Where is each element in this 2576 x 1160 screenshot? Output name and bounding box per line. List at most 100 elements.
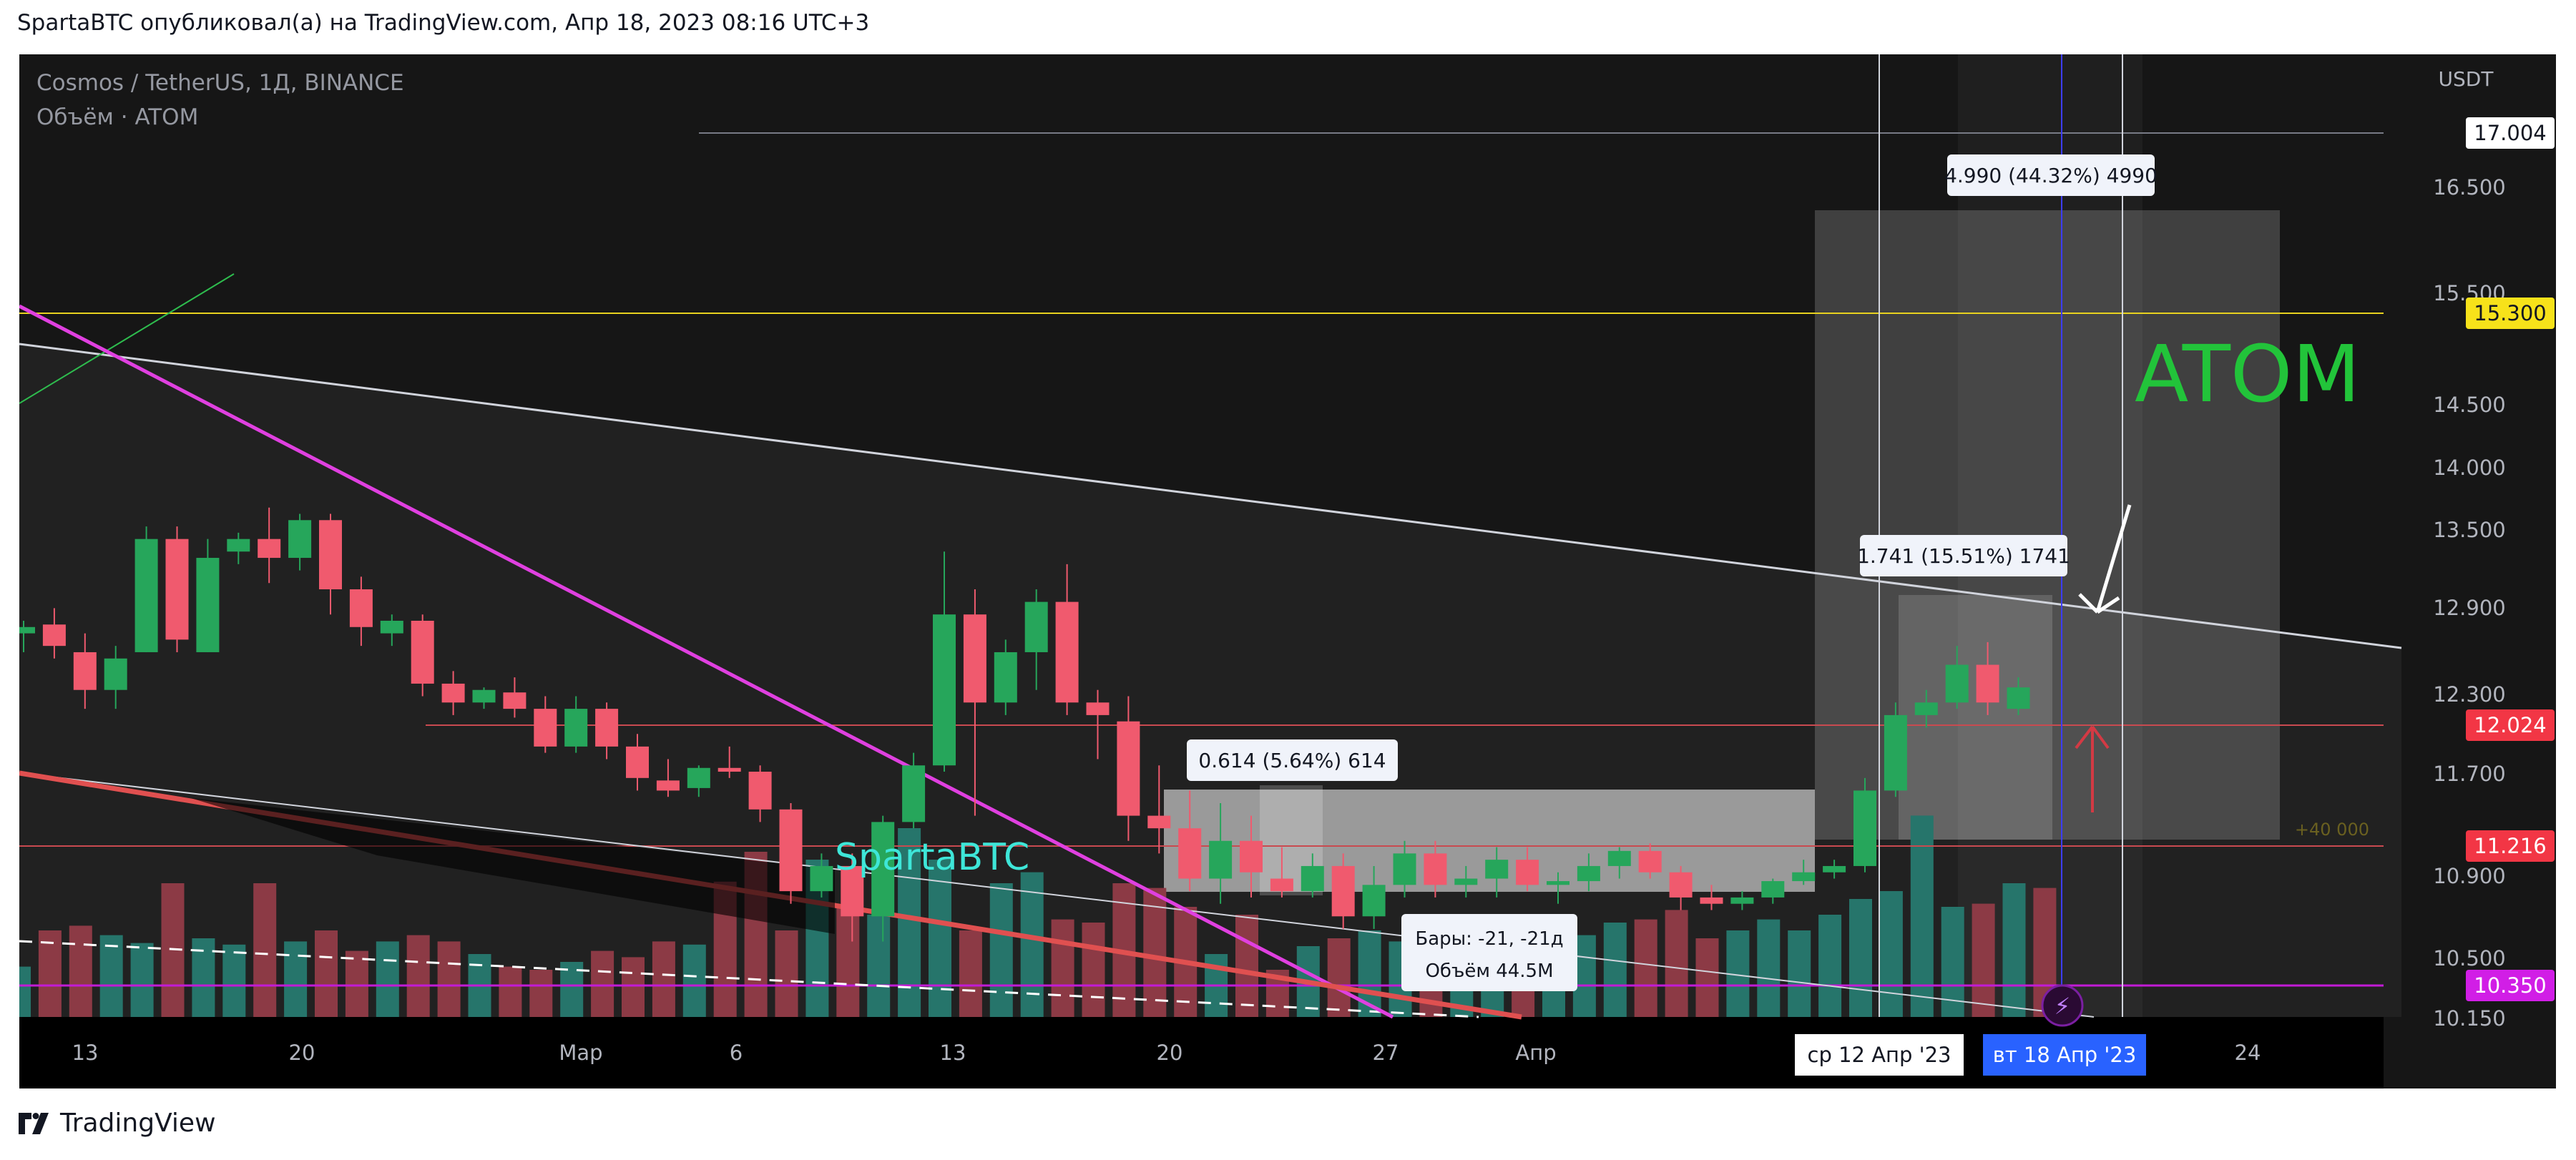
- volume-bar: [1634, 919, 1657, 1017]
- price-tick-label: 12.300: [2433, 682, 2505, 707]
- price-label-10-350[interactable]: 10.350: [2466, 970, 2555, 1001]
- time-tick-label: 27: [1373, 1041, 1399, 1065]
- candle-body: [1792, 872, 1816, 882]
- axes-layer: USDT16.50015.50014.50014.00013.50012.900…: [72, 67, 2555, 1076]
- candle-body: [1607, 850, 1631, 866]
- volume-bar: [1788, 930, 1811, 1017]
- price-axis-unit: USDT: [2439, 67, 2494, 91]
- candle-body: [472, 689, 496, 703]
- price-label-text: 17.004: [2474, 121, 2546, 145]
- plot-background: [19, 54, 2556, 1088]
- price-label-12-024[interactable]: 12.024: [2466, 709, 2555, 741]
- wedge-shadow: [191, 798, 835, 934]
- volume-bar: [989, 883, 1013, 1017]
- price-label-11-216[interactable]: 11.216: [2466, 830, 2555, 862]
- price-tick-label: 10.150: [2433, 1006, 2505, 1031]
- price-label-15-300[interactable]: 15.300: [2466, 298, 2555, 329]
- candle-body: [656, 780, 680, 791]
- price-label-text: 11.216: [2474, 834, 2546, 858]
- candle-body: [1301, 865, 1324, 892]
- candles-layer: [19, 507, 2030, 942]
- candle-body: [1362, 885, 1386, 917]
- candle-body: [626, 746, 649, 778]
- cursor-date-left[interactable]: ср 12 Апр '23: [1795, 1034, 1964, 1076]
- candle-body: [1516, 860, 1539, 885]
- candle-body: [1976, 664, 1999, 703]
- measure-left-label[interactable]: 0.614 (5.64%) 614: [1187, 739, 1398, 781]
- bars-info-bg: [1401, 914, 1577, 991]
- background-layer: [19, 54, 2556, 1088]
- candle-body: [441, 683, 465, 703]
- candle-body: [748, 772, 772, 810]
- measure-mid-label-text: 1.741 (15.51%) 1741: [1857, 544, 2070, 568]
- price-chart[interactable]: 4.990 (44.32%) 4990 1.741 (15.51%) 1741 0.…: [19, 54, 2556, 1088]
- lower-channel-line: [19, 772, 2095, 1018]
- volume-bar: [1879, 891, 1903, 1017]
- chart-panel[interactable]: 4.990 (44.32%) 4990 1.741 (15.51%) 1741 0.…: [19, 54, 2556, 1088]
- candle-body: [1700, 897, 1723, 904]
- dashed-support-line: [19, 940, 1479, 1018]
- time-tick-label: 20: [1157, 1041, 1183, 1065]
- candle-body: [1669, 872, 1693, 898]
- volume-bar: [929, 860, 951, 1017]
- volume-bar: [253, 883, 277, 1017]
- volume-bar: [437, 941, 461, 1017]
- volume-bar: [99, 935, 123, 1017]
- measure-top-label[interactable]: 4.990 (44.32%) 4990: [1944, 154, 2158, 196]
- candle-body: [687, 767, 710, 788]
- watermark-label: SpartaBTC: [835, 836, 1029, 879]
- red-arrow: [2075, 725, 2110, 812]
- volume-bar: [1603, 923, 1627, 1017]
- measure-mid-label[interactable]: 1.741 (15.51%) 1741: [1857, 535, 2070, 576]
- volume-bar: [345, 950, 368, 1017]
- volume-bar: [682, 944, 706, 1017]
- candle-body: [963, 614, 986, 703]
- volume-bar: [315, 930, 338, 1017]
- price-tick-label: 13.500: [2433, 518, 2505, 542]
- volume-bar: [959, 930, 982, 1017]
- candle-body: [994, 652, 1017, 703]
- volume-bar: [1757, 919, 1781, 1017]
- candle-body: [1761, 881, 1785, 898]
- candle-body: [227, 539, 250, 552]
- volume-bar: [867, 915, 891, 1017]
- candle-body: [1331, 865, 1355, 917]
- candle-body: [319, 520, 342, 590]
- atom-big-label: ATOM: [2135, 328, 2360, 420]
- cursor-date-right[interactable]: вт 18 Апр '23: [1983, 1034, 2146, 1076]
- price-label-bg: [2466, 117, 2555, 149]
- candle-body: [1823, 865, 1846, 873]
- candle-body: [534, 709, 557, 747]
- volume-legend[interactable]: Объём · ATOM: [36, 104, 199, 130]
- volume-bar: [529, 970, 553, 1017]
- time-axis-background: [19, 1017, 2556, 1088]
- candle-body: [2007, 687, 2030, 709]
- time-tick-label: 13: [72, 1041, 99, 1065]
- time-tick-label: 24: [2235, 1041, 2261, 1065]
- price-tick-label: 10.500: [2433, 946, 2505, 970]
- candle-body: [73, 652, 97, 690]
- bars-info-label[interactable]: Бары: -21, -21д Объём 44.5M: [1401, 914, 1577, 991]
- cursor-date-right-bg: [1983, 1034, 2146, 1076]
- volume-bar: [1327, 938, 1351, 1017]
- candle-body: [564, 709, 588, 747]
- price-label-bg: [2466, 709, 2555, 741]
- measure-box-inner: [1899, 595, 2052, 840]
- price-tick-label: 14.500: [2433, 393, 2505, 417]
- alert-icon[interactable]: ⚡: [2041, 984, 2084, 1027]
- drawings-layer: [19, 54, 2402, 1020]
- magenta-trendline: [19, 304, 1394, 1019]
- candle-body: [871, 822, 895, 917]
- candle-body: [380, 620, 403, 634]
- price-tick-label: 14.000: [2433, 456, 2505, 480]
- time-tick-label: 6: [730, 1041, 743, 1065]
- price-label-17-004[interactable]: 17.004: [2466, 117, 2555, 149]
- upper-channel-line: [19, 343, 2402, 649]
- candle-body: [1884, 714, 1907, 791]
- tradingview-logo[interactable]: TradingView: [19, 1109, 216, 1138]
- candle-body: [718, 767, 741, 772]
- symbol-legend[interactable]: Cosmos / TetherUS, 1Д, BINANCE: [36, 70, 404, 96]
- volume-bar: [1695, 938, 1719, 1017]
- volume-bar: [406, 935, 430, 1017]
- volume-bar: [1143, 888, 1167, 1017]
